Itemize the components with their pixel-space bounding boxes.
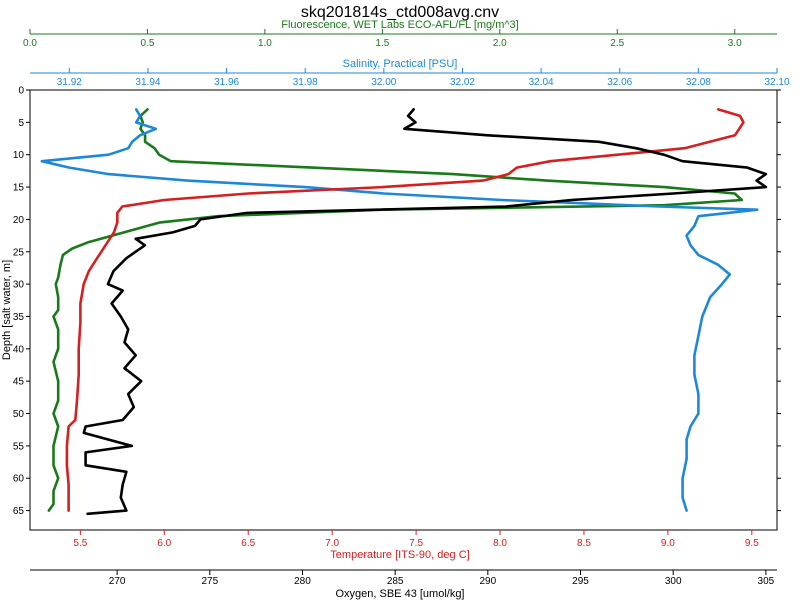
- salinity-tick-label-4: 32.00: [371, 77, 396, 88]
- fluorescence-tick-label-0: 0.0: [23, 38, 37, 49]
- salinity-profile-line: [40, 108, 759, 512]
- temperature-tick-label-8: 9.5: [745, 538, 759, 549]
- depth-tick-label-10: 50: [13, 409, 25, 420]
- oxygen-tick-label-2: 280: [294, 576, 311, 587]
- fluorescence-tick-label-1: 0.5: [140, 38, 154, 49]
- temperature-tick-label-3: 7.0: [325, 538, 339, 549]
- depth-axis-label: Depth [salt water, m]: [1, 260, 13, 360]
- oxygen-axis-label: Oxygen, SBE 43 [umol/kg]: [335, 588, 464, 600]
- salinity-tick-label-1: 31.94: [135, 77, 160, 88]
- fluorescence-tick-label-5: 2.5: [610, 38, 624, 49]
- fluorescence-axis-label: Fluorescence, WET Labs ECO-AFL/FL [mg/m^…: [281, 19, 518, 31]
- fluorescence-tick-label-2: 1.0: [258, 38, 272, 49]
- salinity-tick-label-2: 31.96: [214, 77, 239, 88]
- temperature-profile-line: [65, 108, 745, 512]
- depth-tick-label-2: 10: [13, 150, 25, 161]
- depth-tick-label-7: 35: [13, 312, 25, 323]
- depth-tick-label-8: 40: [13, 344, 25, 355]
- depth-tick-label-0: 0: [18, 86, 24, 97]
- temperature-tick-label-2: 6.5: [241, 538, 255, 549]
- depth-tick-label-1: 5: [18, 118, 24, 129]
- depth-tick-label-3: 15: [13, 183, 25, 194]
- temperature-tick-label-5: 8.0: [493, 538, 507, 549]
- temperature-tick-label-7: 9.0: [661, 538, 675, 549]
- temperature-axis-label: Temperature [ITS-90, deg C]: [330, 549, 469, 561]
- temperature-tick-label-4: 7.5: [409, 538, 423, 549]
- oxygen-tick-label-6: 300: [665, 576, 682, 587]
- salinity-tick-label-8: 32.08: [686, 77, 711, 88]
- depth-tick-label-5: 25: [13, 247, 25, 258]
- oxygen-tick-label-5: 295: [572, 576, 589, 587]
- salinity-tick-label-0: 31.92: [57, 77, 82, 88]
- salinity-tick-label-9: 32.10: [764, 77, 789, 88]
- oxygen-profile-line: [82, 108, 768, 516]
- oxygen-tick-label-0: 270: [109, 576, 126, 587]
- depth-tick-label-11: 55: [13, 441, 25, 452]
- depth-tick-label-13: 65: [13, 506, 25, 517]
- salinity-tick-label-6: 32.04: [529, 77, 554, 88]
- fluorescence-tick-label-3: 1.5: [375, 38, 389, 49]
- fluorescence-tick-label-6: 3.0: [728, 38, 742, 49]
- salinity-axis-label: Salinity, Practical [PSU]: [343, 58, 458, 70]
- depth-tick-label-6: 30: [13, 280, 25, 291]
- depth-tick-label-4: 20: [13, 215, 25, 226]
- fluorescence-profile-line: [47, 108, 744, 512]
- temperature-tick-label-0: 5.5: [73, 538, 87, 549]
- oxygen-tick-label-1: 275: [201, 576, 218, 587]
- fluorescence-tick-label-4: 2.0: [493, 38, 507, 49]
- salinity-tick-label-3: 31.98: [293, 77, 318, 88]
- oxygen-tick-label-3: 285: [387, 576, 404, 587]
- depth-tick-label-12: 60: [13, 474, 25, 485]
- salinity-tick-label-7: 32.06: [607, 77, 632, 88]
- oxygen-tick-label-4: 290: [479, 576, 496, 587]
- oxygen-tick-label-7: 305: [758, 576, 775, 587]
- temperature-tick-label-1: 6.0: [157, 538, 171, 549]
- temperature-tick-label-6: 8.5: [577, 538, 591, 549]
- depth-tick-label-9: 45: [13, 377, 25, 388]
- chart-title: skq201814s_ctd008avg.cnv: [301, 4, 499, 21]
- salinity-tick-label-5: 32.02: [450, 77, 475, 88]
